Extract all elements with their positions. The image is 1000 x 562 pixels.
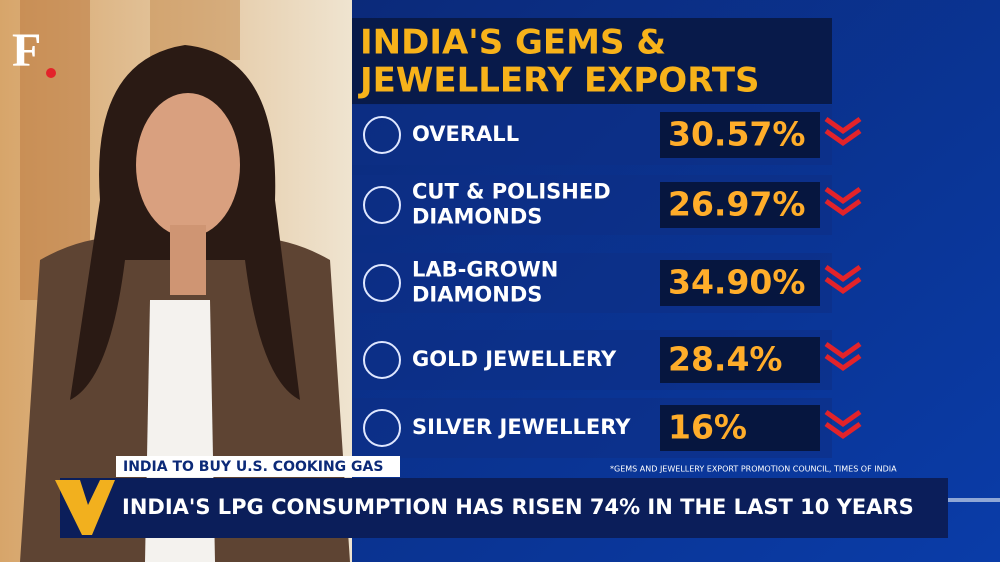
panel-title: INDIA'S GEMS & xyxy=(360,23,666,63)
row-icon xyxy=(363,116,401,154)
down-chevron xyxy=(824,276,862,295)
row-label: GOLD JEWELLERY xyxy=(412,347,617,371)
title-band xyxy=(352,18,832,104)
row-label: DIAMONDS xyxy=(412,205,542,229)
down-chevron xyxy=(824,409,862,428)
row-value: 26.97% xyxy=(668,185,805,224)
row-icon xyxy=(363,341,401,379)
down-chevron xyxy=(824,186,862,205)
value-box xyxy=(660,182,820,228)
row-label: SILVER JEWELLERY xyxy=(412,415,631,439)
value-box xyxy=(660,260,820,306)
down-chevron xyxy=(824,353,862,372)
ticker-tag-bg xyxy=(116,456,400,477)
down-chevron xyxy=(824,116,862,135)
down-chevron xyxy=(824,264,862,283)
row-value: 16% xyxy=(668,408,747,447)
row-icon xyxy=(363,186,401,224)
headline-bar xyxy=(60,478,948,538)
channel-logo xyxy=(55,480,115,535)
row-label: LAB-GROWN xyxy=(412,258,558,282)
row-icon xyxy=(363,264,401,302)
row-label: OVERALL xyxy=(412,122,519,146)
down-chevron xyxy=(824,198,862,217)
row-icon xyxy=(363,409,401,447)
logo-dot xyxy=(46,68,56,78)
panel-title: JEWELLERY EXPORTS xyxy=(358,61,760,101)
row-value: 34.90% xyxy=(668,263,805,302)
headline: INDIA'S LPG CONSUMPTION HAS RISEN 74% IN… xyxy=(122,495,914,519)
ticker-tag: INDIA TO BUY U.S. COOKING GAS xyxy=(123,459,383,475)
value-box xyxy=(660,405,820,451)
neck xyxy=(170,225,206,295)
headline-accent xyxy=(948,498,1000,502)
row-value: 30.57% xyxy=(668,115,805,154)
source-note: *GEMS AND JEWELLERY EXPORT PROMOTION COU… xyxy=(610,465,897,474)
logo: F xyxy=(12,24,41,77)
face xyxy=(136,93,240,237)
row-label: CUT & POLISHED xyxy=(412,180,611,204)
down-chevron xyxy=(824,128,862,147)
down-chevron xyxy=(824,421,862,440)
value-box xyxy=(660,112,820,158)
down-chevron xyxy=(824,341,862,360)
value-box xyxy=(660,337,820,383)
row-label: DIAMONDS xyxy=(412,283,542,307)
row-value: 28.4% xyxy=(668,340,783,379)
